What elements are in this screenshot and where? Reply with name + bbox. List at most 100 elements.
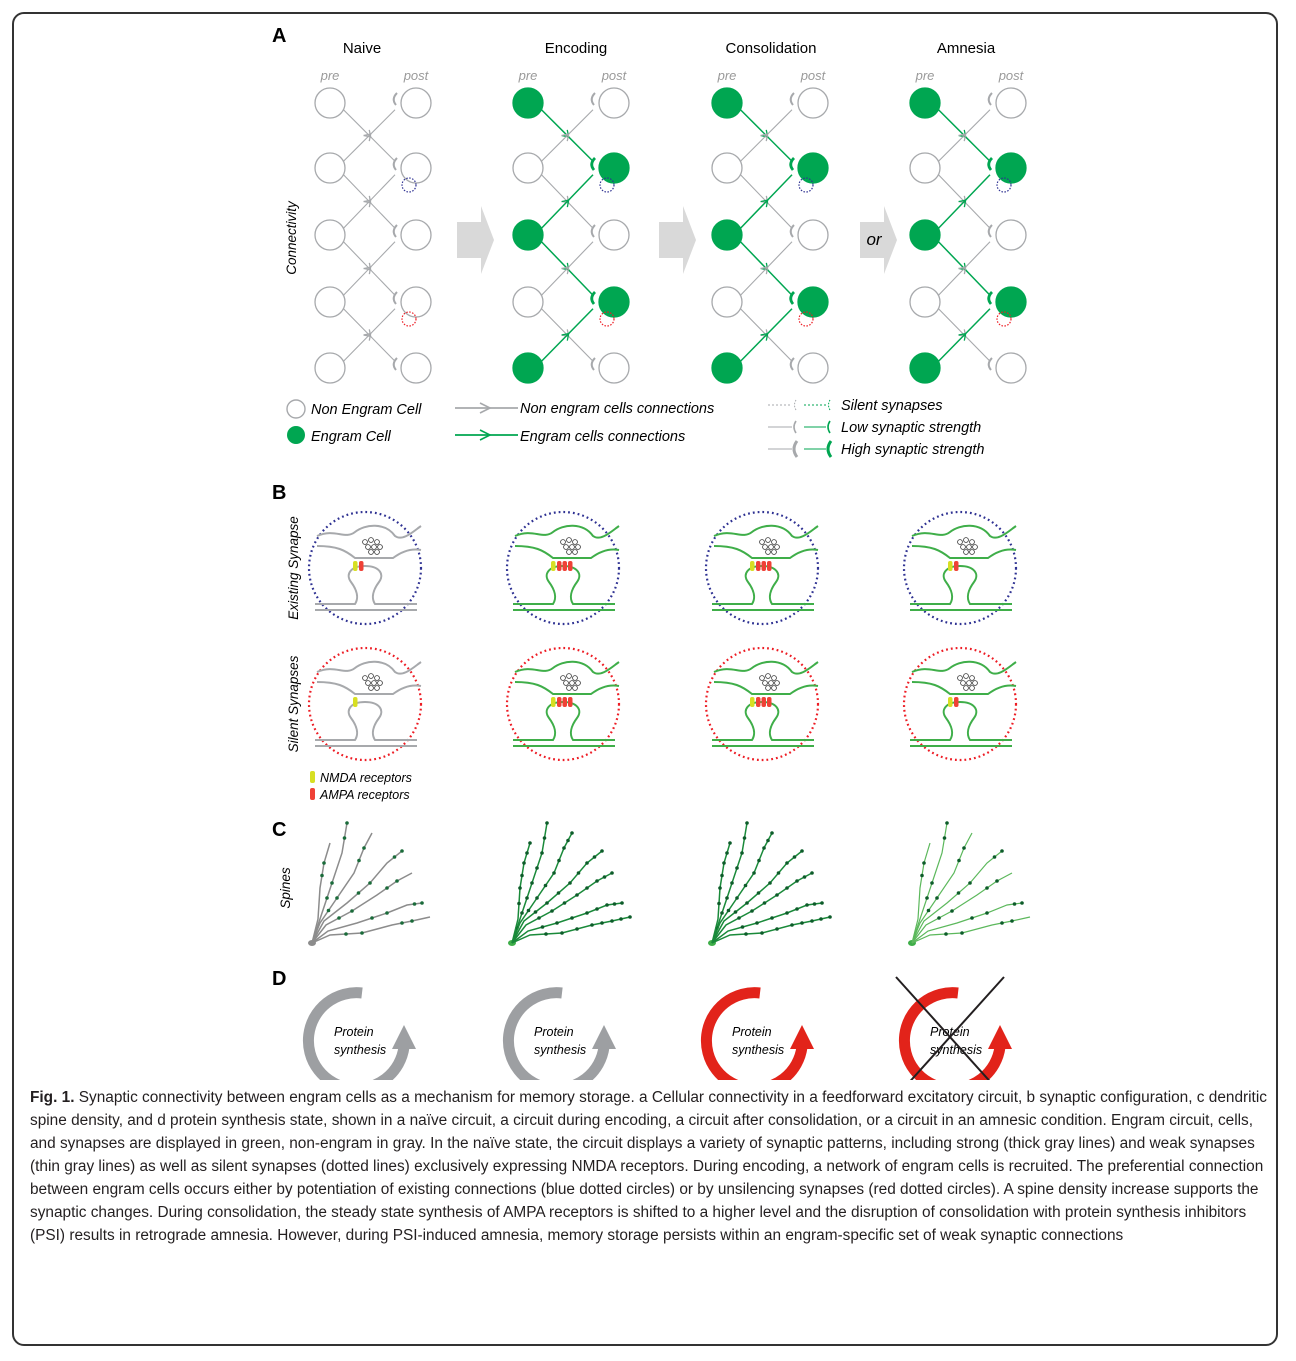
spine xyxy=(812,902,817,906)
synapse-boundary xyxy=(505,646,621,762)
spine xyxy=(535,896,539,900)
spine xyxy=(518,886,522,890)
spine xyxy=(1010,919,1014,923)
legend-ampa-receptors: AMPA receptors xyxy=(319,788,410,802)
vesicle xyxy=(368,673,374,679)
synthesis-cycle-arc xyxy=(700,987,808,1080)
nmda-receptor xyxy=(353,697,358,707)
spine xyxy=(945,821,949,825)
panel-letter-a: A xyxy=(272,25,286,47)
engram-connection xyxy=(540,174,594,229)
vesicle xyxy=(972,680,978,686)
spine xyxy=(1012,902,1017,906)
vesicle xyxy=(365,544,371,550)
non-engram-connection xyxy=(740,241,793,296)
engram-cell xyxy=(598,286,630,318)
spine xyxy=(960,931,964,935)
spine xyxy=(819,917,823,921)
non-engram-cell xyxy=(995,219,1027,251)
engram-cell xyxy=(711,219,743,251)
row-label-spines: Spines xyxy=(278,867,293,909)
connection-arrowhead xyxy=(561,199,570,208)
existing-synapse-naive xyxy=(307,510,423,626)
spine xyxy=(937,916,941,920)
presynaptic-membrane-lower xyxy=(713,681,819,695)
connection-arrowhead xyxy=(363,332,372,341)
ampa-receptor xyxy=(767,697,772,707)
circuit-encoding: pre post xyxy=(512,68,630,384)
silent-synapse-encoding xyxy=(505,646,621,762)
vesicle xyxy=(771,675,777,681)
spine xyxy=(725,896,729,900)
non-engram-cell xyxy=(400,286,432,318)
circuit-amnesia: pre post xyxy=(909,68,1027,384)
spine xyxy=(770,916,774,920)
transition-arrow-3 xyxy=(860,206,897,274)
spine xyxy=(345,821,349,825)
pre-label: pre xyxy=(915,68,935,83)
spine xyxy=(743,883,748,888)
non-engram-cell xyxy=(314,352,346,384)
spine xyxy=(605,903,609,907)
postsynaptic-spine xyxy=(513,700,615,741)
spine xyxy=(926,908,931,913)
ampa-receptor xyxy=(562,561,567,571)
spine xyxy=(802,875,807,879)
engram-cell xyxy=(909,219,941,251)
legend-engram-arrowhead xyxy=(479,429,492,441)
connection-arrowhead xyxy=(760,332,769,341)
ampa-receptor xyxy=(359,561,364,571)
connection-arrowhead xyxy=(958,332,967,341)
synapse-boundary xyxy=(505,510,621,626)
connectivity-circuits: pre post pre post pre post pre post xyxy=(314,68,1027,384)
non-engram-cell xyxy=(400,352,432,384)
vesicle xyxy=(963,673,969,679)
spine xyxy=(600,921,604,925)
vesicle xyxy=(374,675,380,681)
vesicle xyxy=(969,539,975,545)
postsynaptic-spine xyxy=(315,564,417,605)
spine xyxy=(620,901,624,905)
vesicle xyxy=(768,680,774,686)
spine xyxy=(956,891,961,895)
non-engram-cell xyxy=(598,87,630,119)
vesicle xyxy=(771,539,777,545)
non-engram-cell xyxy=(909,152,941,184)
connection-arrowhead xyxy=(561,332,570,341)
figure-diagram: A B C D Naive Encoding Consolidation Amn… xyxy=(272,25,1031,1080)
dendrite-branch xyxy=(911,822,948,944)
spine xyxy=(540,925,545,929)
non-engram-cell xyxy=(797,219,829,251)
non-engram-cell xyxy=(314,219,346,251)
spine xyxy=(610,919,614,923)
spine xyxy=(612,902,617,906)
non-engram-cell xyxy=(797,87,829,119)
protein-label: Protein xyxy=(534,1025,574,1039)
spine xyxy=(992,855,997,859)
nmda-receptor xyxy=(948,561,953,571)
ampa-receptor xyxy=(761,697,766,707)
spine xyxy=(810,919,814,923)
circuit-naive: pre post xyxy=(314,68,432,384)
synapse-boundary xyxy=(902,646,1018,762)
non-engram-cell xyxy=(909,286,941,318)
connection-arrowhead xyxy=(958,133,967,142)
synaptic-terminal xyxy=(590,157,597,171)
spine xyxy=(922,861,926,865)
vesicle xyxy=(368,549,374,555)
pre-label: pre xyxy=(717,68,737,83)
presynaptic-membrane-lower xyxy=(514,545,620,559)
figure-caption: Fig. 1. Synaptic connectivity between en… xyxy=(30,1086,1270,1247)
spine xyxy=(545,821,549,825)
spine xyxy=(550,909,554,913)
spine xyxy=(545,901,549,905)
engram-connection xyxy=(739,308,793,362)
spine xyxy=(752,871,756,875)
spine xyxy=(740,925,745,929)
existing-synapse-marker xyxy=(996,177,1012,193)
synthesis-cycle-arc xyxy=(502,987,610,1080)
vesicle xyxy=(377,544,383,550)
ampa-receptor xyxy=(557,561,562,571)
spine xyxy=(370,916,374,920)
column-title-naive: Naive xyxy=(343,40,381,57)
